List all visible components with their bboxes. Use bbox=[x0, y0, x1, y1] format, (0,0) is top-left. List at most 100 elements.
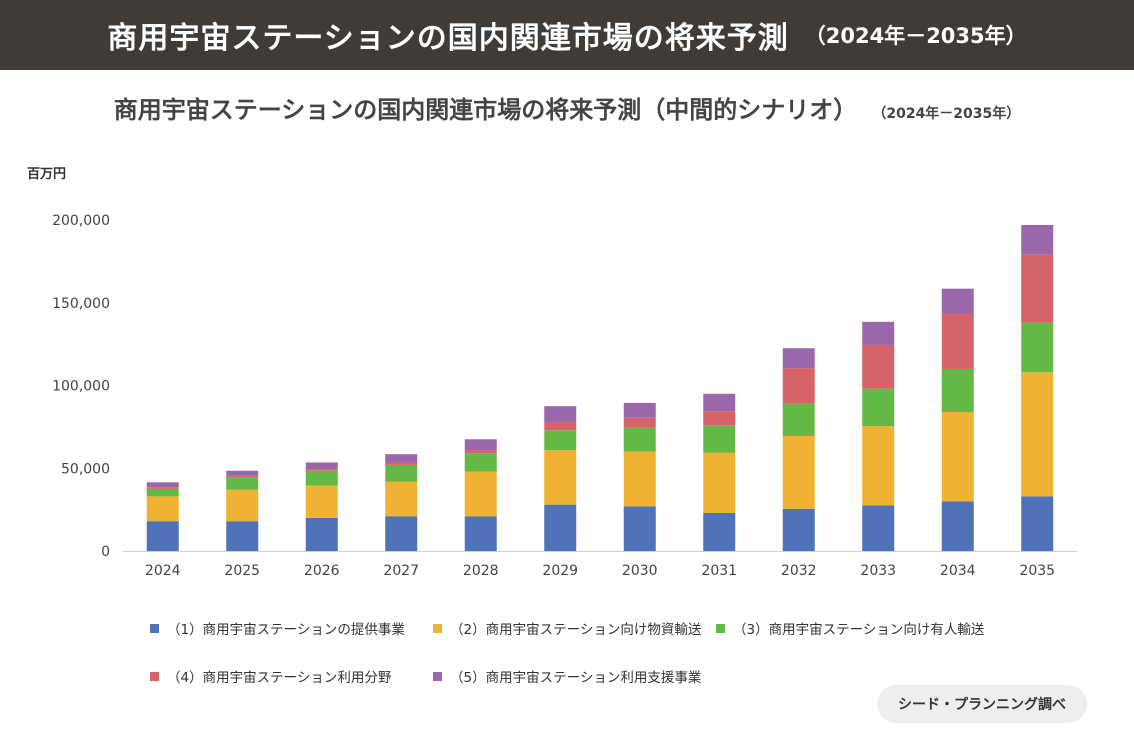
chart-title-range: （2024年－2035年） bbox=[872, 106, 1021, 122]
header-banner: 商用宇宙ステーションの国内関連市場の将来予測 （2024年－2035年） bbox=[0, 0, 1134, 70]
bar-segment-series-4-2024 bbox=[146, 487, 179, 489]
bar-segment-series-5-2035 bbox=[1021, 224, 1054, 255]
bar-segment-series-5-2026 bbox=[305, 462, 338, 470]
bar-segment-series-1-2027 bbox=[385, 516, 418, 551]
x-tick-label-2035: 2035 bbox=[1019, 563, 1055, 579]
bar-segment-series-5-2030 bbox=[623, 402, 656, 418]
x-tick-label-2030: 2030 bbox=[622, 563, 658, 579]
legend-swatch bbox=[716, 623, 725, 633]
y-tick-label: 100,000 bbox=[52, 379, 110, 395]
bar-segment-series-4-2034 bbox=[941, 313, 974, 369]
legend-label: （3）商用宇宙ステーション向け有人輸送 bbox=[733, 622, 985, 638]
y-tick-label: 150,000 bbox=[52, 296, 110, 312]
bar-segment-series-3-2028 bbox=[464, 453, 497, 472]
bar-segment-series-5-2031 bbox=[703, 393, 736, 412]
bar-segment-series-5-2029 bbox=[544, 406, 577, 422]
bar-segment-series-3-2025 bbox=[226, 477, 259, 490]
bar-segment-series-5-2025 bbox=[226, 470, 259, 476]
bar-segment-series-3-2034 bbox=[941, 368, 974, 412]
bar-segment-series-1-2035 bbox=[1021, 496, 1054, 551]
bar-segment-series-2-2028 bbox=[464, 471, 497, 517]
bar-segment-series-4-2029 bbox=[544, 421, 577, 431]
bar-segment-series-5-2027 bbox=[385, 454, 418, 463]
chart-title: 商用宇宙ステーションの国内関連市場の将来予測（中間的シナリオ） （2024年－2… bbox=[0, 90, 1134, 125]
bar-segment-series-3-2032 bbox=[782, 403, 815, 436]
bar-segment-series-2-2025 bbox=[226, 489, 259, 522]
bar-segment-series-4-2035 bbox=[1021, 254, 1054, 323]
bar-segment-series-2-2024 bbox=[146, 496, 179, 522]
bar-segment-series-2-2026 bbox=[305, 485, 338, 518]
bar-segment-series-3-2030 bbox=[623, 427, 656, 452]
bar-segment-series-1-2034 bbox=[941, 501, 974, 551]
x-tick-label-2033: 2033 bbox=[860, 563, 896, 579]
bar-segment-series-5-2028 bbox=[464, 439, 497, 451]
legend-label: （4）商用宇宙ステーション利用分野 bbox=[167, 670, 392, 686]
bar-segment-series-1-2032 bbox=[782, 508, 815, 551]
bar-segment-series-5-2033 bbox=[862, 321, 895, 345]
y-tick-label: 0 bbox=[101, 544, 110, 560]
bar-segment-series-1-2028 bbox=[464, 516, 497, 551]
bar-segment-series-4-2033 bbox=[862, 344, 895, 389]
source-credit-badge: シード・プランニング調べ bbox=[877, 685, 1087, 723]
bar-segment-series-1-2030 bbox=[623, 506, 656, 551]
x-tick-label-2034: 2034 bbox=[940, 563, 976, 579]
bar-segment-series-1-2026 bbox=[305, 517, 338, 551]
legend-swatch bbox=[433, 623, 442, 633]
bar-segment-series-5-2032 bbox=[782, 348, 815, 369]
legend-label: （1）商用宇宙ステーションの提供事業 bbox=[167, 622, 405, 638]
legend-swatch bbox=[150, 623, 159, 633]
bar-segment-series-1-2031 bbox=[703, 512, 736, 551]
x-tick-label-2031: 2031 bbox=[701, 563, 737, 579]
bar-segment-series-5-2034 bbox=[941, 288, 974, 314]
x-tick-label-2028: 2028 bbox=[463, 563, 499, 579]
x-tick-label-2024: 2024 bbox=[145, 563, 181, 579]
bar-segment-series-3-2027 bbox=[385, 464, 418, 482]
y-tick-label: 200,000 bbox=[52, 213, 110, 229]
bar-segment-series-4-2032 bbox=[782, 368, 815, 404]
bar-segment-series-2-2035 bbox=[1021, 372, 1054, 497]
legend-item-3: （3）商用宇宙ステーション向け有人輸送 bbox=[716, 618, 984, 638]
legend-label: （5）商用宇宙ステーション利用支援事業 bbox=[450, 670, 702, 686]
bar-segment-series-4-2027 bbox=[385, 462, 418, 465]
x-tick-label-2025: 2025 bbox=[224, 563, 260, 579]
bar-segment-series-2-2031 bbox=[703, 452, 736, 513]
bar-segment-series-3-2024 bbox=[146, 488, 179, 497]
bar-segment-series-1-2029 bbox=[544, 504, 577, 551]
bar-segment-series-2-2033 bbox=[862, 426, 895, 506]
bar-segment-series-4-2028 bbox=[464, 450, 497, 454]
bar-segment-series-2-2029 bbox=[544, 450, 577, 505]
legend-item-1: （1）商用宇宙ステーションの提供事業 bbox=[150, 618, 405, 638]
bar-segment-series-3-2029 bbox=[544, 430, 577, 451]
bar-segment-series-3-2033 bbox=[862, 388, 895, 427]
legend-label: （2）商用宇宙ステーション向け物資輸送 bbox=[450, 622, 702, 638]
bar-segment-series-1-2025 bbox=[226, 521, 259, 551]
x-tick-label-2032: 2032 bbox=[781, 563, 817, 579]
legend-item-4: （4）商用宇宙ステーション利用分野 bbox=[150, 666, 391, 686]
bar-segment-series-1-2024 bbox=[146, 521, 179, 551]
bar-segment-series-5-2024 bbox=[146, 482, 179, 488]
bar-segment-series-3-2031 bbox=[703, 425, 736, 453]
banner-title: 商用宇宙ステーションの国内関連市場の将来予測 bbox=[107, 21, 789, 56]
bar-segment-series-2-2034 bbox=[941, 411, 974, 502]
legend-swatch bbox=[433, 671, 442, 681]
legend-item-5: （5）商用宇宙ステーション利用支援事業 bbox=[433, 666, 701, 686]
x-tick-label-2026: 2026 bbox=[304, 563, 340, 579]
x-tick-label-2029: 2029 bbox=[542, 563, 578, 579]
legend-item-2: （2）商用宇宙ステーション向け物資輸送 bbox=[433, 618, 701, 638]
banner-range: （2024年－2035年） bbox=[804, 24, 1027, 48]
bar-segment-series-2-2027 bbox=[385, 481, 418, 517]
bar-segment-series-3-2026 bbox=[305, 470, 338, 486]
bar-segment-series-4-2026 bbox=[305, 469, 338, 471]
bar-segment-series-1-2033 bbox=[862, 505, 895, 551]
y-tick-label: 50,000 bbox=[61, 461, 110, 477]
y-axis-unit-label: 百万円 bbox=[27, 167, 67, 182]
x-tick-label-2027: 2027 bbox=[383, 563, 419, 579]
bar-segment-series-2-2032 bbox=[782, 435, 815, 509]
bar-segment-series-4-2031 bbox=[703, 411, 736, 426]
stacked-bar-chart: 0 50,000 100,000 150,000 200,000 2024 2025 202… bbox=[52, 213, 1077, 579]
bar-segment-series-4-2025 bbox=[226, 475, 259, 478]
chart-title-main: 商用宇宙ステーションの国内関連市場の将来予測（中間的シナリオ） bbox=[113, 96, 858, 124]
bar-segment-series-2-2030 bbox=[623, 451, 656, 507]
legend-swatch bbox=[150, 671, 159, 681]
bar-segment-series-3-2035 bbox=[1021, 322, 1054, 373]
